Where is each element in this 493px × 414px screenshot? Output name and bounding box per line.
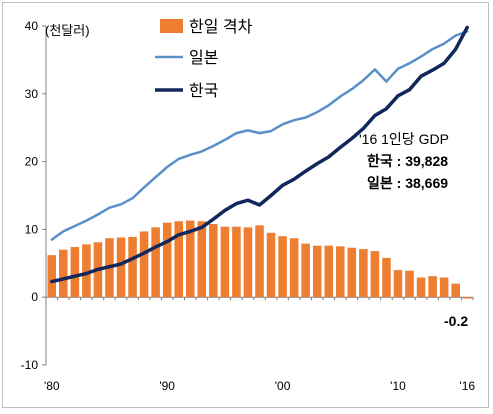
legend-gap-label: 한일 격차 — [189, 18, 253, 36]
gap-bar — [405, 270, 414, 298]
gap-bar — [82, 244, 91, 298]
korea-line — [50, 25, 469, 284]
gap-bar — [59, 249, 68, 298]
x-tick-label: '16 — [459, 379, 475, 393]
gap-bar — [312, 245, 322, 298]
gap-bar — [428, 276, 437, 298]
gap-bars — [47, 220, 472, 299]
y-tick-label: 40 — [25, 19, 39, 33]
legend-japan-label: 일본 — [189, 49, 218, 67]
gap-bar — [47, 255, 57, 298]
gap-bar — [416, 277, 426, 298]
annotation-korea: 한국 : 39,828 — [367, 153, 448, 169]
gap-bar — [70, 247, 80, 298]
gap-bar — [128, 236, 137, 298]
y-tick-label: 10 — [25, 222, 39, 236]
gap-bar — [301, 243, 310, 298]
axes-layer: 40 30 20 10 0 -10 '80 '90 '00 '10 '16 — [21, 19, 476, 393]
gap-bar — [162, 222, 172, 298]
gap-bar — [255, 225, 264, 298]
gap-bar — [185, 220, 195, 298]
gap-bar — [220, 226, 230, 298]
gap-bar — [289, 238, 299, 298]
gap-bar — [324, 245, 334, 298]
gap-bar — [451, 283, 460, 298]
gap-bar — [382, 257, 391, 298]
gap-bar — [174, 221, 183, 298]
x-tick-label: '80 — [44, 379, 60, 393]
gap-bar — [393, 270, 403, 298]
legend: 한일 격차 일본 한국 — [155, 18, 253, 100]
gap-bar — [232, 226, 241, 298]
gdp-chart: 40 30 20 10 0 -10 '80 '90 '00 '10 '16 (천달러) 한일 격차 … — [21, 18, 476, 393]
gap-bar — [243, 227, 253, 298]
unit-label: (천달러) — [45, 23, 90, 38]
y-tick-label: 30 — [25, 87, 39, 101]
japan-line — [50, 30, 469, 241]
gap-bar — [370, 251, 380, 298]
gap-bar — [197, 221, 207, 298]
annotation-japan: 일본 : 38,669 — [367, 175, 448, 191]
x-tick-label: '10 — [390, 379, 406, 393]
gap-bar — [336, 246, 345, 298]
x-tick-label: '90 — [159, 379, 175, 393]
last-gap-label: -0.2 — [444, 313, 468, 329]
y-tick-label: 20 — [25, 155, 39, 169]
legend-bar-swatch — [160, 19, 183, 33]
y-tick-label: 0 — [31, 290, 38, 304]
gap-bar — [116, 237, 126, 298]
gap-bar — [359, 249, 368, 298]
gap-bar — [139, 231, 149, 298]
gap-bar — [151, 227, 160, 298]
gap-bar — [462, 297, 472, 299]
y-tick-label: -10 — [21, 358, 39, 372]
gap-bar — [278, 236, 287, 298]
gap-bar — [347, 247, 357, 298]
gap-bar — [209, 223, 218, 298]
gap-bar — [266, 232, 276, 298]
annotation-title: '16 1인당 GDP — [359, 131, 449, 147]
x-tick-label: '00 — [275, 379, 291, 393]
chart-frame: 40 30 20 10 0 -10 '80 '90 '00 '10 '16 (천달러) 한일 격차 … — [2, 2, 489, 408]
series-lines — [50, 25, 469, 284]
legend-korea-label: 한국 — [189, 82, 218, 100]
gap-bar — [439, 277, 449, 298]
gdp-annotation: '16 1인당 GDP 한국 : 39,828 일본 : 38,669 — [359, 131, 449, 191]
